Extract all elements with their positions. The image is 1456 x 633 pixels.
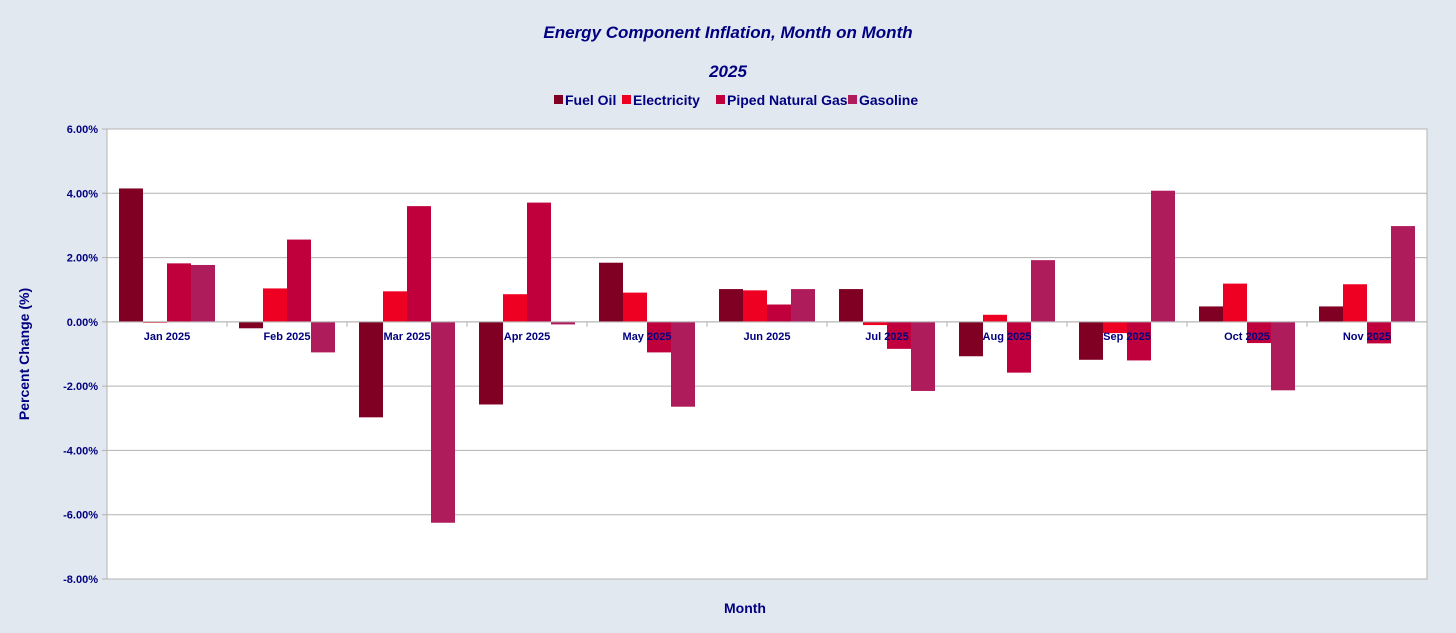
bar [1223, 283, 1247, 322]
bar [287, 239, 311, 322]
legend-entry: Piped Natural Gas [727, 92, 848, 108]
bar [431, 321, 455, 523]
bar [191, 264, 215, 322]
legend: Fuel Oil Electricity Piped Natural Gas Gaso… [554, 92, 918, 108]
x-tick-label: Jul 2025 [865, 331, 908, 343]
bar [1391, 226, 1415, 322]
bar [1079, 321, 1103, 360]
y-axis-ticks: 6.00% 4.00% 2.00% 0.00% -2.00% -4.00% -6.00% -8… [63, 124, 107, 586]
bar [743, 290, 767, 322]
y-tick-label: 0.00% [67, 317, 98, 329]
bars [107, 188, 1427, 523]
x-tick-label: Feb 2025 [263, 331, 310, 343]
y-tick-label: -8.00% [63, 574, 98, 586]
y-tick-label: 6.00% [67, 124, 98, 136]
bar [671, 321, 695, 407]
legend-entry: Fuel Oil [565, 92, 616, 108]
bar [599, 262, 623, 322]
bar [1199, 306, 1223, 322]
x-axis-ticks: Jan 2025 Feb 2025 Mar 2025 Apr 2025 May 2025… [144, 321, 1391, 343]
bar [383, 291, 407, 322]
bar [407, 206, 431, 322]
bar [647, 321, 671, 353]
bar [1103, 321, 1127, 334]
legend-swatch [716, 95, 725, 104]
bar [1319, 306, 1343, 322]
bar [263, 288, 287, 322]
x-tick-label: Sep 2025 [1103, 331, 1151, 343]
bar [887, 321, 911, 349]
bar [479, 321, 503, 405]
bar [1271, 321, 1295, 391]
bar [503, 294, 527, 322]
y-tick-label: 4.00% [67, 188, 98, 200]
bar [1031, 260, 1055, 322]
chart-title: Energy Component Inflation, Month on Mon… [543, 23, 912, 42]
x-tick-label: Jan 2025 [144, 331, 190, 343]
chart-subtitle: 2025 [708, 62, 747, 81]
legend-swatch [554, 95, 563, 104]
bar [239, 321, 263, 329]
bar [1127, 321, 1151, 361]
x-tick-label: Jun 2025 [743, 331, 790, 343]
bar [983, 314, 1007, 322]
x-tick-label: Nov 2025 [1343, 331, 1391, 343]
bar [311, 321, 335, 353]
bar [551, 321, 575, 325]
bar [623, 292, 647, 322]
legend-entry: Electricity [633, 92, 700, 108]
y-tick-label: -2.00% [63, 381, 98, 393]
bar [839, 289, 863, 322]
plot-area [106, 128, 1428, 580]
y-tick-label: -4.00% [63, 445, 98, 457]
x-tick-label: Apr 2025 [504, 331, 550, 343]
bar [119, 188, 143, 322]
legend-entry: Gasoline [859, 92, 918, 108]
x-tick-label: Oct 2025 [1224, 331, 1270, 343]
x-tick-label: Aug 2025 [983, 331, 1032, 343]
bar [863, 321, 887, 326]
bar [911, 321, 935, 391]
bar [527, 202, 551, 322]
x-tick-label: Mar 2025 [383, 331, 430, 343]
x-tick-label: May 2025 [623, 331, 672, 343]
bar [1343, 284, 1367, 322]
y-tick-label: -6.00% [63, 510, 98, 522]
bar [719, 289, 743, 322]
bar [1151, 190, 1175, 322]
bar [767, 304, 791, 322]
legend-swatch [848, 95, 857, 104]
bar [1367, 321, 1391, 344]
bar [791, 289, 815, 322]
bar [1247, 321, 1271, 344]
x-axis-title: Month [724, 600, 766, 616]
bar [359, 321, 383, 418]
legend-swatch [622, 95, 631, 104]
bar [959, 321, 983, 357]
y-tick-label: 2.00% [67, 253, 98, 265]
y-axis-title: Percent Change (%) [16, 288, 32, 420]
bar [167, 263, 191, 322]
bar [1007, 321, 1031, 373]
